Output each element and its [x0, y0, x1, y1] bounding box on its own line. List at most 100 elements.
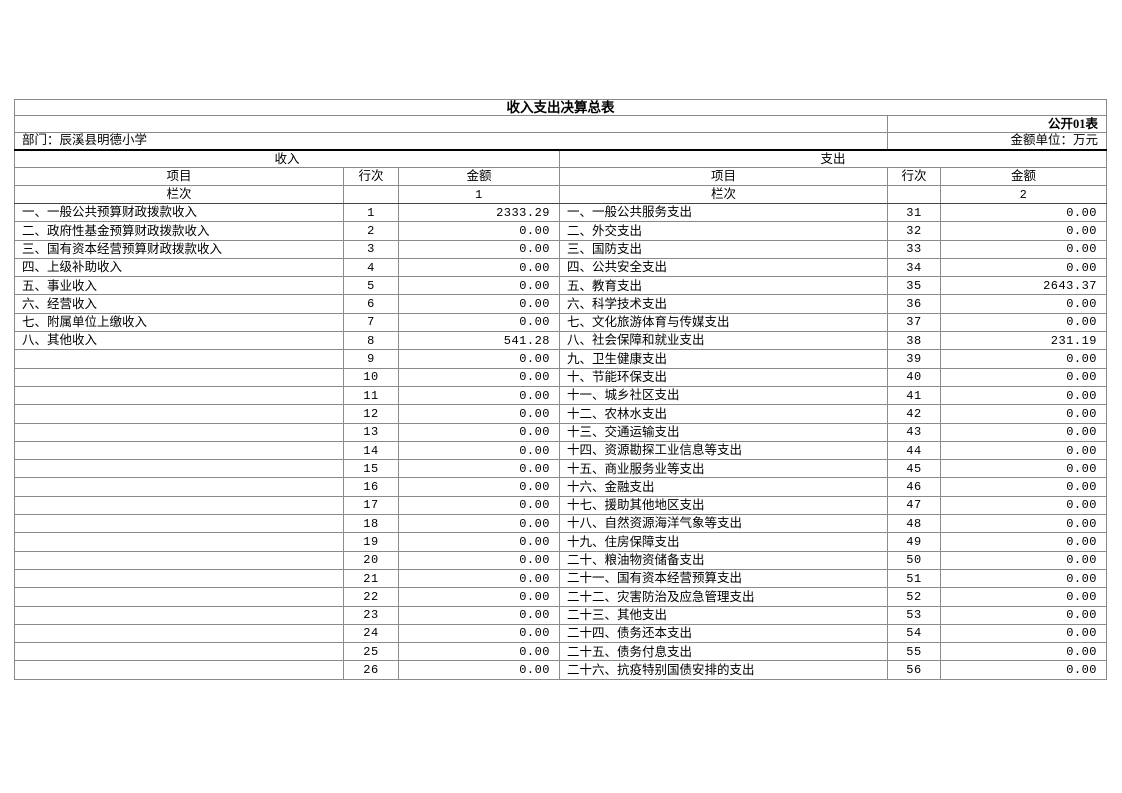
table-code: 公开01表 [887, 115, 1107, 133]
income-item-cell [14, 660, 344, 680]
income-item-cell [14, 385, 344, 406]
income-item-cell: 三、国有资本经营预算财政拨款收入 [14, 239, 344, 259]
expense-amount-cell: 0.00 [940, 367, 1107, 387]
expense-item-cell: 三、国防支出 [559, 239, 888, 259]
column-index-row: 栏次 1 栏次 2 [14, 185, 1107, 204]
expense-amount-cell: 0.00 [940, 349, 1107, 369]
income-amount-cell: 0.00 [398, 349, 560, 369]
expense-line-cell: 44 [887, 440, 941, 461]
expense-item-cell: 十四、资源勘探工业信息等支出 [559, 440, 888, 461]
income-item-cell [14, 642, 344, 662]
income-line-cell: 18 [343, 514, 399, 534]
expense-line-cell: 37 [887, 312, 941, 333]
income-amount-header: 金额 [398, 167, 560, 186]
expense-line-cell: 43 [887, 422, 941, 442]
department-label: 部门：辰溪县明德小学 [14, 131, 888, 151]
expense-column-index: 2 [940, 185, 1107, 204]
income-line-cell: 22 [343, 587, 399, 607]
expense-item-cell: 十三、交通运输支出 [559, 422, 888, 442]
budget-summary-table: 收入支出决算总表 公开01表 部门：辰溪县明德小学 金额单位：万元 收入 支出 … [14, 99, 1107, 680]
table-row: 15 0.00 十五、商业服务业等支出 45 0.00 [14, 459, 1107, 479]
expense-amount-cell: 0.00 [940, 239, 1107, 259]
income-amount-cell: 0.00 [398, 623, 560, 644]
expense-line-cell: 31 [887, 202, 941, 223]
section-header-row: 收入 支出 [14, 149, 1107, 168]
title-row: 收入支出决算总表 [14, 99, 1107, 116]
table-row: 六、经营收入 6 0.00 六、科学技术支出 36 0.00 [14, 294, 1107, 314]
expense-item-cell: 二十三、其他支出 [559, 605, 888, 625]
income-line-cell: 17 [343, 495, 399, 516]
expense-line-cell: 49 [887, 532, 941, 552]
table-row: 17 0.00 十七、援助其他地区支出 47 0.00 [14, 495, 1107, 516]
income-item-cell: 四、上级补助收入 [14, 257, 344, 278]
income-amount-cell: 0.00 [398, 550, 560, 570]
income-line-cell: 11 [343, 385, 399, 406]
empty-cell [14, 115, 888, 133]
table-row: 22 0.00 二十二、灾害防治及应急管理支出 52 0.00 [14, 587, 1107, 607]
expense-amount-cell: 0.00 [940, 404, 1107, 424]
expense-item-cell: 一、一般公共服务支出 [559, 202, 888, 223]
income-amount-cell: 0.00 [398, 587, 560, 607]
income-amount-cell: 0.00 [398, 312, 560, 333]
table-row: 11 0.00 十一、城乡社区支出 41 0.00 [14, 385, 1107, 406]
table-row: 14 0.00 十四、资源勘探工业信息等支出 44 0.00 [14, 440, 1107, 461]
expense-item-cell: 十二、农林水支出 [559, 404, 888, 424]
table-row: 八、其他收入 8 541.28 八、社会保障和就业支出 38 231.19 [14, 331, 1107, 351]
expense-item-cell: 十五、商业服务业等支出 [559, 459, 888, 479]
income-amount-cell: 0.00 [398, 605, 560, 625]
income-line-cell: 14 [343, 440, 399, 461]
expense-item-cell: 十九、住房保障支出 [559, 532, 888, 552]
expense-line-cell: 38 [887, 331, 941, 351]
expense-amount-cell: 0.00 [940, 568, 1107, 589]
expense-item-cell: 二十五、债务付息支出 [559, 642, 888, 662]
income-line-cell: 12 [343, 404, 399, 424]
income-item-cell: 一、一般公共预算财政拨款收入 [14, 202, 344, 223]
income-line-cell: 9 [343, 349, 399, 369]
expense-item-cell: 二、外交支出 [559, 221, 888, 241]
expense-line-cell: 40 [887, 367, 941, 387]
income-item-cell [14, 587, 344, 607]
expense-amount-cell: 2643.37 [940, 276, 1107, 296]
income-line-cell: 21 [343, 568, 399, 589]
expense-item-cell: 二十二、灾害防治及应急管理支出 [559, 587, 888, 607]
income-amount-cell: 0.00 [398, 221, 560, 241]
expense-line-cell: 55 [887, 642, 941, 662]
income-amount-cell: 0.00 [398, 660, 560, 680]
expense-amount-cell: 0.00 [940, 422, 1107, 442]
table-body: 一、一般公共预算财政拨款收入 1 2333.29 一、一般公共服务支出 31 0.00 二、… [14, 202, 1107, 680]
income-amount-cell: 0.00 [398, 404, 560, 424]
income-line-cell: 20 [343, 550, 399, 570]
income-amount-cell: 2333.29 [398, 202, 560, 223]
expense-section-title: 支出 [559, 149, 1107, 168]
table-row: 二、政府性基金预算财政拨款收入 2 0.00 二、外交支出 32 0.00 [14, 221, 1107, 241]
income-item-cell: 六、经营收入 [14, 294, 344, 314]
expense-item-cell: 十一、城乡社区支出 [559, 385, 888, 406]
income-line-cell: 5 [343, 276, 399, 296]
column-header-row: 项目 行次 金额 项目 行次 金额 [14, 167, 1107, 186]
table-row: 19 0.00 十九、住房保障支出 49 0.00 [14, 532, 1107, 552]
table-row: 23 0.00 二十三、其他支出 53 0.00 [14, 605, 1107, 625]
income-line-cell: 4 [343, 257, 399, 278]
income-amount-cell: 0.00 [398, 276, 560, 296]
income-item-cell [14, 623, 344, 644]
income-amount-cell: 0.00 [398, 422, 560, 442]
table-row: 18 0.00 十八、自然资源海洋气象等支出 48 0.00 [14, 514, 1107, 534]
table-row: 12 0.00 十二、农林水支出 42 0.00 [14, 404, 1107, 424]
income-amount-cell: 0.00 [398, 440, 560, 461]
income-amount-cell: 0.00 [398, 257, 560, 278]
expense-lanci-label: 栏次 [559, 185, 888, 204]
income-item-cell: 五、事业收入 [14, 276, 344, 296]
expense-amount-cell: 0.00 [940, 605, 1107, 625]
income-amount-cell: 0.00 [398, 294, 560, 314]
expense-item-header: 项目 [559, 167, 888, 186]
income-item-cell: 二、政府性基金预算财政拨款收入 [14, 221, 344, 241]
expense-amount-cell: 0.00 [940, 623, 1107, 644]
expense-item-cell: 七、文化旅游体育与传媒支出 [559, 312, 888, 333]
income-item-cell [14, 605, 344, 625]
expense-line-cell: 48 [887, 514, 941, 534]
income-item-cell: 七、附属单位上缴收入 [14, 312, 344, 333]
expense-amount-cell: 0.00 [940, 477, 1107, 497]
expense-item-cell: 十、节能环保支出 [559, 367, 888, 387]
income-lanci-label: 栏次 [14, 185, 344, 204]
expense-line-cell: 52 [887, 587, 941, 607]
